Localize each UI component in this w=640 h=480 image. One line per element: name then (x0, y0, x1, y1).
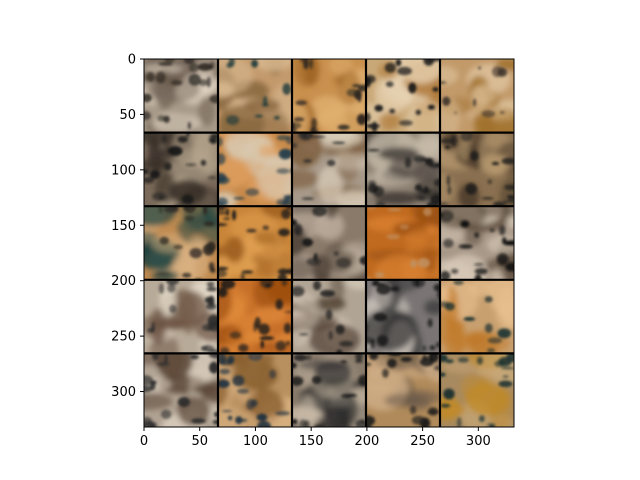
x-tick-label: 50 (191, 434, 208, 449)
image-tile (292, 132, 366, 207)
image-tile (366, 206, 440, 280)
x-tick-label: 300 (466, 434, 491, 449)
image-tile (144, 279, 218, 354)
y-tick-label: 250 (111, 330, 136, 345)
y-tick-label: 150 (111, 219, 136, 234)
image-tile (292, 279, 366, 354)
image-tile (292, 353, 366, 427)
image-grid (144, 59, 514, 427)
image-tile (218, 206, 292, 280)
axes-frame (143, 58, 515, 428)
image-tile (218, 279, 292, 354)
y-tick-label: 0 (128, 53, 136, 68)
x-tick-label: 0 (140, 434, 148, 449)
image-tile (144, 206, 218, 280)
image-tile (366, 353, 440, 427)
y-tick-label: 300 (111, 385, 136, 400)
image-tile (144, 353, 218, 427)
image-tile (440, 59, 514, 133)
image-tile (218, 132, 292, 207)
x-tick-label: 100 (243, 434, 268, 449)
image-tile (292, 206, 366, 280)
image-tile (144, 59, 218, 133)
image-tile (440, 279, 514, 354)
y-tick-label: 100 (111, 163, 136, 178)
x-tick-label: 200 (354, 434, 379, 449)
image-tile (218, 353, 292, 427)
image-tile (292, 59, 366, 133)
grid-separators (144, 59, 514, 427)
image-tile (440, 132, 514, 207)
image-tile (218, 59, 292, 133)
image-tile (366, 132, 440, 207)
image-tile (144, 132, 218, 207)
image-tile (366, 59, 440, 133)
x-axis: 0 50 100 150 200 250 300 (140, 427, 491, 449)
y-tick-label: 200 (111, 274, 136, 289)
y-tick-label: 50 (119, 108, 136, 123)
x-tick-label: 150 (299, 434, 324, 449)
image-tile (366, 279, 440, 354)
image-tile (440, 353, 514, 427)
image-tile (440, 206, 514, 280)
y-axis: 0 50 100 150 200 250 300 (111, 53, 144, 400)
x-tick-label: 250 (410, 434, 435, 449)
